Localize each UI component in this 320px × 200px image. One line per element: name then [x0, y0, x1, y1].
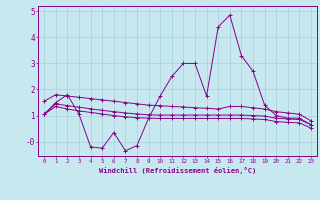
- X-axis label: Windchill (Refroidissement éolien,°C): Windchill (Refroidissement éolien,°C): [99, 167, 256, 174]
